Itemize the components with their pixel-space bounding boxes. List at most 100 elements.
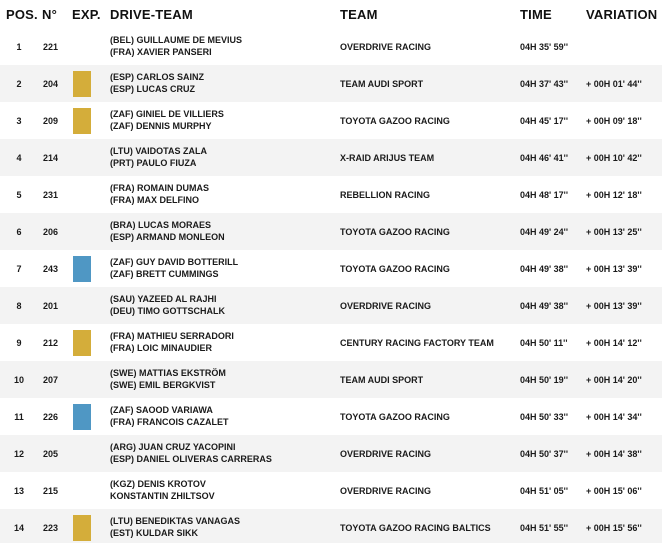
table-row[interactable]: 14 223 (LTU) BENEDIKTAS VANAGAS (EST) KULDA… (0, 509, 662, 543)
driver-name: (ARG) JUAN CRUZ YACOPINI (110, 442, 236, 452)
driver-name: (SWE) MATTIAS EKSTRÖM (110, 368, 226, 378)
table-row[interactable]: 5 231 (FRA) ROMAIN DUMAS (FRA) MAX DELFINO R… (0, 176, 662, 213)
table-row[interactable]: 10 207 (SWE) MATTIAS EKSTRÖM (SWE) EMIL BER… (0, 361, 662, 398)
drive-team-cell: (ESP) CARLOS SAINZ (ESP) LUCAS CRUZ (110, 72, 204, 95)
header-time[interactable]: TIME (520, 7, 552, 22)
experience-badge (73, 108, 91, 134)
drive-team-cell: (ZAF) GINIEL DE VILLIERS (ZAF) DENNIS MUR… (110, 109, 224, 132)
table-row[interactable]: 11 226 (ZAF) SAOOD VARIAWA (FRA) FRANCOIS C… (0, 398, 662, 435)
team-cell: OVERDRIVE RACING (340, 449, 432, 459)
variation-cell: + 00H 13' 25'' (586, 227, 642, 237)
variation-cell: + 00H 14' 38'' (586, 449, 642, 459)
car-number-cell: 205 (43, 449, 59, 459)
position-cell: 1 (16, 42, 22, 52)
position-cell: 4 (16, 153, 22, 163)
variation-cell: + 00H 15' 56'' (586, 523, 642, 533)
driver-name: (ZAF) SAOOD VARIAWA (110, 405, 213, 415)
car-number-cell: 214 (43, 153, 59, 163)
driver-name: (ZAF) GUY DAVID BOTTERILL (110, 257, 239, 267)
car-number-cell: 243 (43, 264, 59, 274)
table-row[interactable]: 3 209 (ZAF) GINIEL DE VILLIERS (ZAF) DENNIS… (0, 102, 662, 139)
car-number-cell: 201 (43, 301, 59, 311)
codriver-name: (FRA) FRANCOIS CAZALET (110, 416, 229, 427)
variation-cell: + 00H 14' 12'' (586, 338, 642, 348)
driver-name: (FRA) ROMAIN DUMAS (110, 183, 209, 193)
drive-team-cell: (ZAF) SAOOD VARIAWA (FRA) FRANCOIS CAZALE… (110, 405, 229, 428)
car-number-cell: 215 (43, 486, 59, 496)
header-variation[interactable]: VARIATION (586, 7, 658, 22)
time-cell: 04H 50' 11'' (520, 338, 568, 348)
car-number-cell: 207 (43, 375, 59, 385)
time-cell: 04H 49' 38'' (520, 264, 568, 274)
driver-name: (LTU) VAIDOTAS ZALA (110, 146, 207, 156)
time-cell: 04H 48' 17'' (520, 190, 568, 200)
results-table: 1 221 (BEL) GUILLAUME DE MEVIUS (FRA) XAVIE… (0, 28, 662, 543)
table-row[interactable]: 12 205 (ARG) JUAN CRUZ YACOPINI (ESP) DANIE… (0, 435, 662, 472)
car-number-cell: 223 (43, 523, 59, 533)
experience-badge (73, 71, 91, 97)
drive-team-cell: (SAU) YAZEED AL RAJHI (DEU) TIMO GOTTSCHA… (110, 294, 225, 317)
time-cell: 04H 37' 43'' (520, 79, 568, 89)
driver-name: (BRA) LUCAS MORAES (110, 220, 211, 230)
position-cell: 6 (16, 227, 22, 237)
position-cell: 5 (16, 190, 22, 200)
team-cell: X-RAID ARIJUS TEAM (340, 153, 435, 163)
variation-cell: + 00H 14' 34'' (586, 412, 642, 422)
experience-badge (73, 515, 91, 541)
header-drive-team[interactable]: DRIVE-TEAM (110, 7, 193, 22)
header-exp[interactable]: EXP. (72, 7, 101, 22)
position-cell: 8 (16, 301, 22, 311)
position-cell: 9 (16, 338, 22, 348)
team-cell: TOYOTA GAZOO RACING (340, 412, 450, 422)
car-number-cell: 206 (43, 227, 59, 237)
team-cell: CENTURY RACING FACTORY TEAM (340, 338, 494, 348)
drive-team-cell: (SWE) MATTIAS EKSTRÖM (SWE) EMIL BERGKVIS… (110, 368, 226, 391)
codriver-name: (EST) KULDAR SIKK (110, 527, 198, 538)
codriver-name: (PRT) PAULO FIUZA (110, 157, 197, 168)
position-cell: 14 (13, 523, 24, 533)
drive-team-cell: (LTU) BENEDIKTAS VANAGAS (EST) KULDAR SIK… (110, 516, 240, 539)
car-number-cell: 212 (43, 338, 59, 348)
drive-team-cell: (BEL) GUILLAUME DE MEVIUS (FRA) XAVIER PA… (110, 35, 242, 58)
table-row[interactable]: 8 201 (SAU) YAZEED AL RAJHI (DEU) TIMO GOTT… (0, 287, 662, 324)
codriver-name: (ESP) ARMAND MONLEON (110, 231, 225, 242)
table-row[interactable]: 2 204 (ESP) CARLOS SAINZ (ESP) LUCAS CRUZ TE… (0, 65, 662, 102)
time-cell: 04H 49' 24'' (520, 227, 568, 237)
codriver-name: (FRA) LOIC MINAUDIER (110, 342, 212, 353)
time-cell: 04H 51' 05'' (520, 486, 568, 496)
team-cell: OVERDRIVE RACING (340, 42, 432, 52)
experience-badge (73, 330, 91, 356)
codriver-name: (ESP) DANIEL OLIVERAS CARRERAS (110, 453, 272, 464)
time-cell: 04H 50' 37'' (520, 449, 568, 459)
time-cell: 04H 50' 19'' (520, 375, 568, 385)
header-number[interactable]: N° (42, 7, 57, 22)
experience-badge (73, 256, 91, 282)
codriver-name: (FRA) MAX DELFINO (110, 194, 199, 205)
time-cell: 04H 45' 17'' (520, 116, 568, 126)
header-team[interactable]: TEAM (340, 7, 378, 22)
drive-team-cell: (FRA) MATHIEU SERRADORI (FRA) LOIC MINAUD… (110, 331, 234, 354)
drive-team-cell: (LTU) VAIDOTAS ZALA (PRT) PAULO FIUZA (110, 146, 207, 169)
table-row[interactable]: 9 212 (FRA) MATHIEU SERRADORI (FRA) LOIC MI… (0, 324, 662, 361)
table-row[interactable]: 1 221 (BEL) GUILLAUME DE MEVIUS (FRA) XAVIE… (0, 28, 662, 65)
table-row[interactable]: 7 243 (ZAF) GUY DAVID BOTTERILL (ZAF) BRETT… (0, 250, 662, 287)
codriver-name: (FRA) XAVIER PANSERI (110, 46, 212, 57)
table-row[interactable]: 6 206 (BRA) LUCAS MORAES (ESP) ARMAND MONLE… (0, 213, 662, 250)
variation-cell: + 00H 10' 42'' (586, 153, 642, 163)
table-row[interactable]: 13 215 (KGZ) DENIS KROTOV KONSTANTIN ZHILTS… (0, 472, 662, 509)
position-cell: 3 (16, 116, 22, 126)
position-cell: 12 (13, 449, 24, 459)
variation-cell: + 00H 15' 06'' (586, 486, 642, 496)
team-cell: OVERDRIVE RACING (340, 486, 432, 496)
team-cell: TOYOTA GAZOO RACING (340, 116, 450, 126)
driver-name: (ZAF) GINIEL DE VILLIERS (110, 109, 224, 119)
variation-cell: + 00H 13' 39'' (586, 301, 642, 311)
driver-name: (BEL) GUILLAUME DE MEVIUS (110, 35, 242, 45)
header-pos[interactable]: POS. (6, 7, 38, 22)
variation-cell: + 00H 01' 44'' (586, 79, 642, 89)
drive-team-cell: (BRA) LUCAS MORAES (ESP) ARMAND MONLEON (110, 220, 225, 243)
codriver-name: (ZAF) BRETT CUMMINGS (110, 268, 219, 279)
driver-name: (LTU) BENEDIKTAS VANAGAS (110, 516, 240, 526)
table-row[interactable]: 4 214 (LTU) VAIDOTAS ZALA (PRT) PAULO FIUZA… (0, 139, 662, 176)
position-cell: 11 (14, 412, 24, 422)
